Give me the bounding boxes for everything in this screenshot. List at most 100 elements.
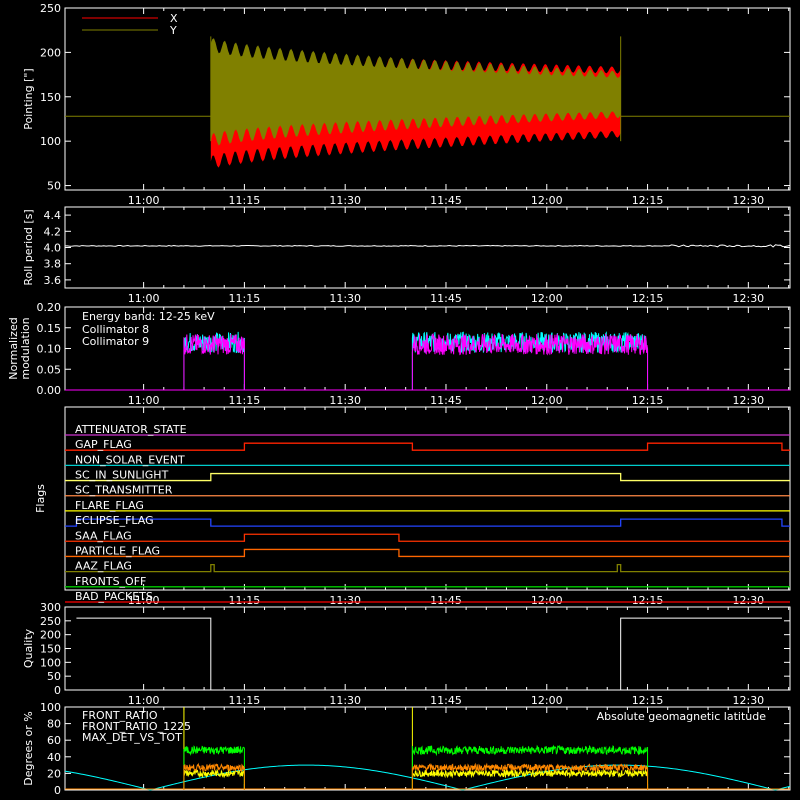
flag-label-saa_flag: SAA_FLAG bbox=[75, 529, 132, 542]
flag-label-bad_packets: BAD_PACKETS bbox=[75, 590, 153, 603]
x-tick-label: 12:15 bbox=[632, 194, 664, 207]
series-y-envelope bbox=[210, 38, 621, 146]
x-tick-label: 12:30 bbox=[732, 594, 764, 607]
ratio-line-front_ratio bbox=[411, 707, 649, 790]
flag-line-eclipse_flag bbox=[65, 518, 790, 527]
x-tick-label: 11:45 bbox=[430, 694, 462, 707]
y-tick-label: 50 bbox=[47, 180, 61, 193]
ratio-line-front_ratio_1225 bbox=[411, 744, 649, 790]
flag-label-eclipse_flag: ECLIPSE_FLAG bbox=[75, 514, 154, 527]
y-tick-label: 0.05 bbox=[37, 363, 62, 376]
y-tick-label: 4.2 bbox=[44, 225, 62, 238]
legend-label-collimator-9: Collimator 9 bbox=[82, 335, 149, 348]
y-tick-label: 0.15 bbox=[37, 322, 62, 335]
y-tick-label: 200 bbox=[40, 629, 61, 642]
legend-label-max_det_vs_tot: MAX_DET_VS_TOT bbox=[82, 731, 182, 744]
x-tick-label: 12:15 bbox=[632, 394, 664, 407]
flag-label-attenuator_state: ATTENUATOR_STATE bbox=[75, 423, 187, 436]
y-axis-label: Normalized bbox=[7, 317, 20, 379]
x-tick-label: 12:00 bbox=[531, 594, 563, 607]
y-axis-label: Degrees or % bbox=[22, 711, 35, 785]
x-tick-label: 11:00 bbox=[128, 694, 160, 707]
x-tick-label: 11:45 bbox=[430, 594, 462, 607]
x-tick-label: 11:45 bbox=[430, 292, 462, 305]
x-tick-label: 11:15 bbox=[229, 292, 261, 305]
y-tick-label: 0.10 bbox=[37, 343, 62, 356]
x-tick-label: 12:15 bbox=[632, 292, 664, 305]
y-axis-label: Roll period [s] bbox=[22, 209, 35, 285]
modulation-collimator-9 bbox=[183, 334, 245, 390]
x-tick-label: 12:15 bbox=[632, 594, 664, 607]
flag-label-non_solar_event: NON_SOLAR_EVENT bbox=[75, 453, 185, 466]
flag-label-gap_flag: GAP_FLAG bbox=[75, 438, 132, 451]
x-tick-label: 12:30 bbox=[732, 194, 764, 207]
x-tick-label: 11:15 bbox=[229, 694, 261, 707]
x-tick-label: 11:00 bbox=[128, 594, 160, 607]
flag-label-particle_flag: PARTICLE_FLAG bbox=[75, 544, 160, 557]
modulation-collimator-9 bbox=[411, 332, 649, 390]
ratio-line-max_det_vs_tot bbox=[183, 762, 245, 790]
y-tick-label: 100 bbox=[40, 701, 61, 714]
panel-frame-4 bbox=[64, 406, 791, 591]
y-tick-label: 4.0 bbox=[44, 242, 62, 255]
x-tick-label: 12:00 bbox=[531, 194, 563, 207]
y-tick-label: 80 bbox=[47, 718, 61, 731]
flag-label-aaz_flag: AAZ_FLAG bbox=[75, 560, 132, 573]
x-tick-label: 11:00 bbox=[128, 394, 160, 407]
y-tick-label: 0 bbox=[54, 684, 61, 697]
y-tick-label: 300 bbox=[40, 601, 61, 614]
legend-label-front_ratio_1225: FRONT_RATIO_1225 bbox=[82, 720, 191, 733]
panel-frame-5 bbox=[64, 606, 791, 691]
y-tick-label: 150 bbox=[40, 643, 61, 656]
x-tick-label: 11:30 bbox=[329, 394, 361, 407]
y-tick-label: 60 bbox=[47, 734, 61, 747]
y-tick-label: 250 bbox=[40, 2, 61, 15]
legend-label-front_ratio: FRONT_RATIO bbox=[82, 709, 158, 722]
x-tick-label: 12:00 bbox=[531, 394, 563, 407]
y-tick-label: 250 bbox=[40, 615, 61, 628]
quality-line bbox=[76, 617, 782, 691]
x-tick-label: 12:00 bbox=[531, 694, 563, 707]
flag-label-fronts_off: FRONTS_OFF bbox=[75, 575, 146, 588]
y-tick-label: 100 bbox=[40, 135, 61, 148]
panel-frame-6 bbox=[64, 706, 791, 791]
panel-frame-2 bbox=[64, 206, 791, 289]
flag-line-gap_flag bbox=[65, 442, 790, 451]
y-tick-label: 200 bbox=[40, 46, 61, 59]
flag-line-sc_in_sunlight bbox=[65, 472, 790, 482]
energy-band-annotation: Energy band: 12-25 keV bbox=[82, 310, 215, 323]
roll-period-line bbox=[64, 244, 791, 248]
flag-line-saa_flag bbox=[65, 533, 790, 542]
x-tick-label: 12:15 bbox=[632, 694, 664, 707]
x-tick-label: 12:30 bbox=[732, 292, 764, 305]
flag-line-particle_flag bbox=[65, 548, 790, 558]
y-tick-label: 3.6 bbox=[44, 274, 62, 287]
y-axis-label: modulation bbox=[19, 317, 32, 379]
legend-label-collimator-8: Collimator 8 bbox=[82, 323, 149, 336]
x-tick-label: 11:00 bbox=[128, 292, 160, 305]
x-tick-label: 12:30 bbox=[732, 394, 764, 407]
ratio-line-front_ratio_1225 bbox=[183, 745, 245, 790]
x-tick-label: 11:30 bbox=[329, 694, 361, 707]
flag-label-flare_flag: FLARE_FLAG bbox=[75, 499, 144, 512]
x-tick-label: 11:30 bbox=[329, 194, 361, 207]
y-tick-label: 0.20 bbox=[37, 301, 62, 314]
x-tick-label: 11:45 bbox=[430, 194, 462, 207]
flag-line-aaz_flag bbox=[65, 563, 790, 573]
flag-label-sc_in_sunlight: SC_IN_SUNLIGHT bbox=[75, 469, 169, 482]
y-tick-label: 0.00 bbox=[37, 384, 62, 397]
x-tick-label: 11:15 bbox=[229, 394, 261, 407]
legend-label-y: Y bbox=[169, 24, 177, 37]
ratio-line-max_det_vs_tot bbox=[411, 762, 649, 790]
ratio-line-front_ratio bbox=[183, 707, 245, 790]
x-tick-label: 11:30 bbox=[329, 594, 361, 607]
y-tick-label: 100 bbox=[40, 656, 61, 669]
x-tick-label: 12:00 bbox=[531, 292, 563, 305]
y-tick-label: 40 bbox=[47, 751, 61, 764]
y-tick-label: 4.4 bbox=[44, 209, 62, 222]
x-tick-label: 11:15 bbox=[229, 594, 261, 607]
y-axis-label: Quality bbox=[22, 628, 35, 668]
y-tick-label: 20 bbox=[47, 767, 61, 780]
x-tick-label: 11:45 bbox=[430, 394, 462, 407]
